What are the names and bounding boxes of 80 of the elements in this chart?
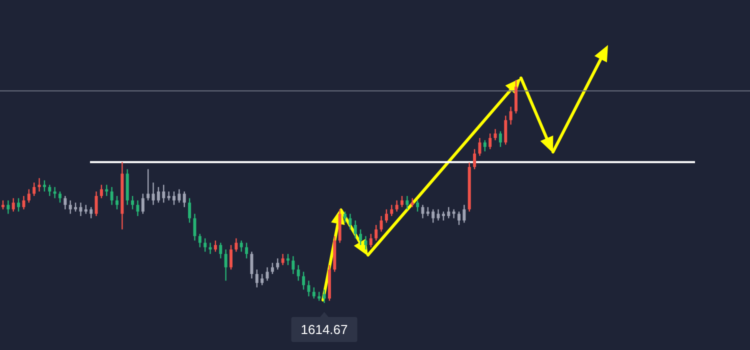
candlestick xyxy=(22,195,26,210)
candlestick xyxy=(219,242,222,259)
candlestick xyxy=(478,137,482,156)
candlestick xyxy=(260,273,264,286)
candlestick xyxy=(100,184,103,199)
candlestick xyxy=(131,195,134,210)
candlestick xyxy=(458,210,460,226)
candlestick xyxy=(110,186,114,206)
candlestick xyxy=(79,202,82,217)
candlestick xyxy=(156,186,160,204)
candlestick xyxy=(136,200,140,217)
candlestick xyxy=(12,198,15,212)
candlestick xyxy=(141,193,144,214)
candlestick xyxy=(421,204,424,219)
candlestick xyxy=(488,132,492,150)
candlestick xyxy=(250,251,254,280)
candlestick xyxy=(452,208,456,219)
candlestick xyxy=(146,168,150,202)
candlestick xyxy=(245,242,248,259)
candlestick xyxy=(473,148,476,170)
candlestick xyxy=(344,210,346,224)
candlestick xyxy=(188,198,192,224)
candlestick xyxy=(462,204,466,224)
candlestick xyxy=(447,206,450,219)
candlestick xyxy=(504,115,508,146)
candlestick xyxy=(90,206,93,219)
candlestick xyxy=(214,240,217,252)
candlestick xyxy=(17,198,20,212)
candlestick xyxy=(193,213,196,242)
candlestick xyxy=(64,195,67,210)
candlestick xyxy=(68,200,72,214)
candlestick xyxy=(224,248,228,282)
candlestick xyxy=(359,228,362,246)
candlestick xyxy=(198,233,202,248)
candlestick xyxy=(395,200,398,212)
candlestick xyxy=(322,289,326,304)
candlestick xyxy=(380,215,383,232)
candlestick xyxy=(172,190,176,206)
candlestick xyxy=(390,204,394,217)
candlestick xyxy=(204,238,207,252)
candlestick xyxy=(374,224,378,242)
candlestick xyxy=(400,195,404,208)
candlestick xyxy=(230,244,232,270)
candlestick xyxy=(27,188,30,204)
candlestick xyxy=(281,253,284,266)
candlestick xyxy=(178,188,181,204)
candlestick xyxy=(162,184,166,204)
candlestick xyxy=(406,195,409,210)
candlestick xyxy=(255,268,258,288)
candlestick xyxy=(58,190,62,204)
candlestick xyxy=(270,262,274,275)
candlestick xyxy=(94,190,98,217)
candlestick xyxy=(498,130,502,148)
candlestick xyxy=(302,271,306,290)
candlestick xyxy=(312,286,316,300)
text: 1614.67 xyxy=(300,322,348,337)
candlestick xyxy=(32,182,36,197)
candlestick xyxy=(307,280,310,297)
candlestick xyxy=(509,106,512,126)
candlestick xyxy=(240,240,243,252)
candlestick xyxy=(6,200,10,214)
candlestick xyxy=(292,256,295,275)
candlestick xyxy=(348,213,352,230)
candlestick xyxy=(436,208,440,222)
candlestick xyxy=(416,200,420,212)
candlestick xyxy=(354,220,357,239)
candlestick xyxy=(296,264,300,282)
candlestick xyxy=(432,208,435,224)
candlestick xyxy=(483,140,486,152)
candlestick xyxy=(364,236,368,250)
candlestick xyxy=(182,190,186,208)
candlestick xyxy=(266,266,269,282)
candlestick xyxy=(234,238,238,252)
candlestick xyxy=(48,184,52,197)
candlestick xyxy=(369,233,372,248)
candlestick xyxy=(494,128,497,141)
candlestick xyxy=(152,182,155,206)
candlestick xyxy=(384,208,388,224)
candlestick xyxy=(276,258,280,270)
candlestick xyxy=(116,195,118,210)
